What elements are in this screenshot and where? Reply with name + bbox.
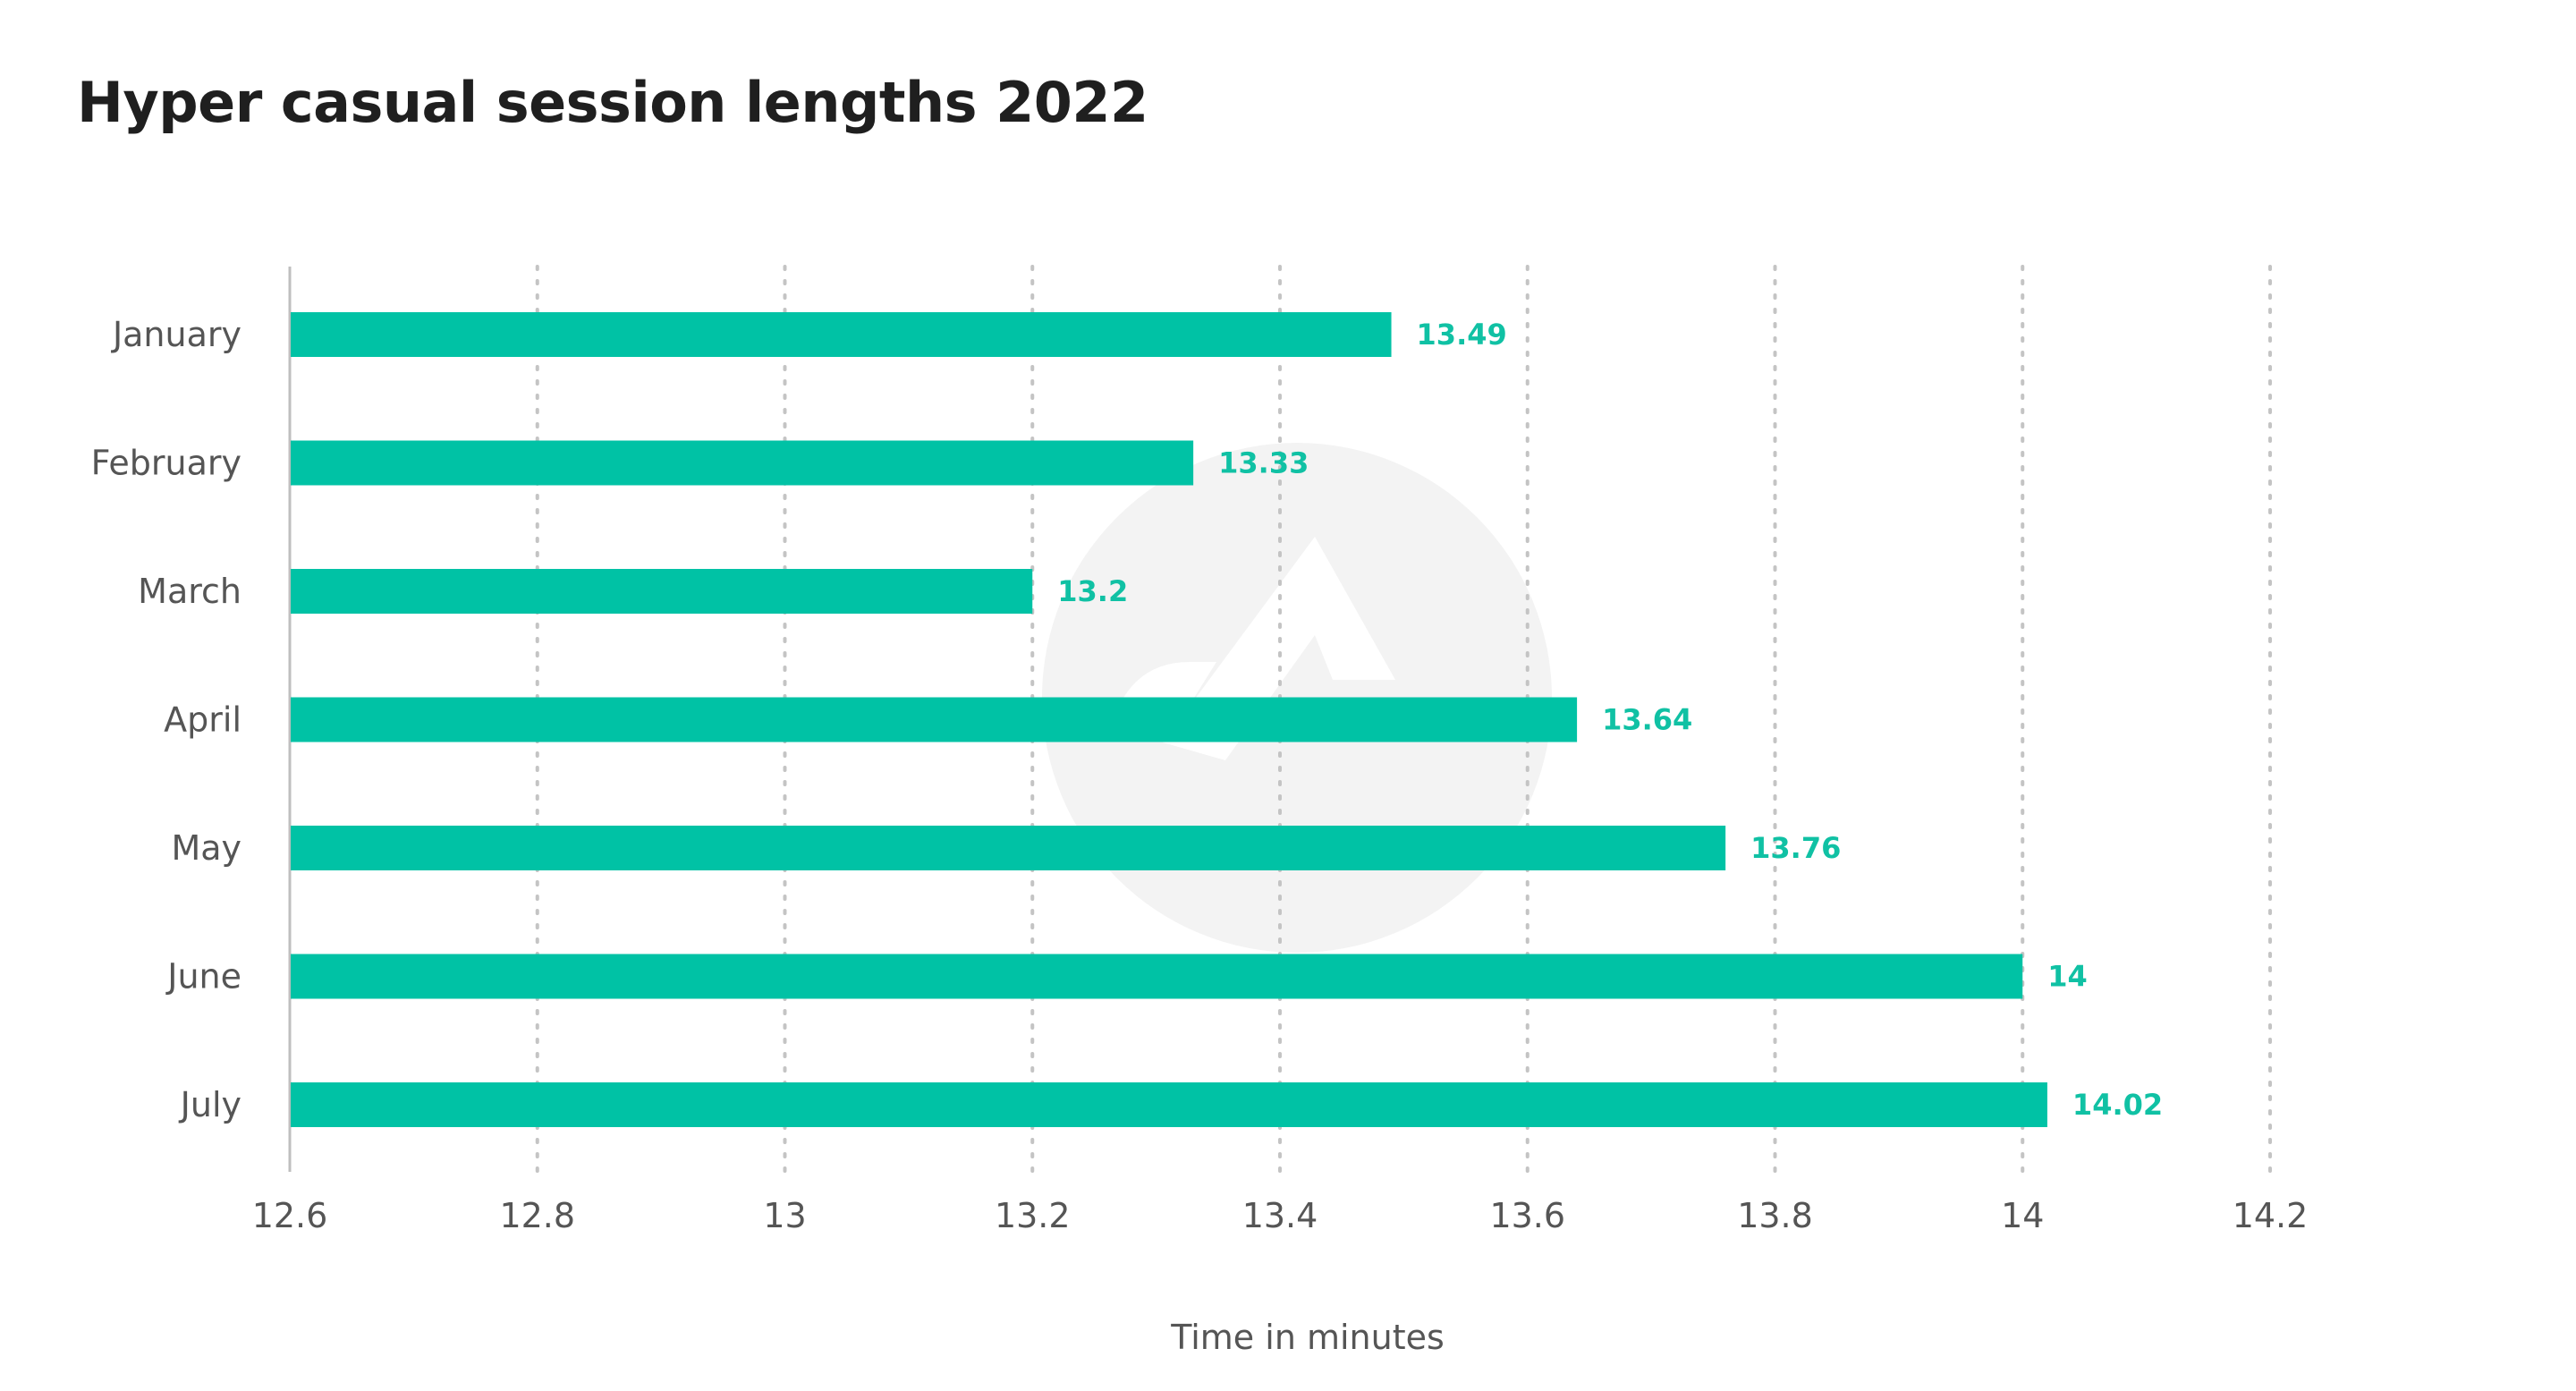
x-tick-label: 12.6	[252, 1196, 328, 1235]
bar-april	[291, 697, 1578, 742]
bar-may	[291, 826, 1726, 870]
category-label: June	[165, 957, 242, 997]
x-tick-label: 13.6	[1489, 1196, 1565, 1235]
bar-january	[291, 312, 1392, 357]
x-tick-label: 13.4	[1242, 1196, 1318, 1235]
category-label: July	[179, 1085, 242, 1124]
data-label: 14	[2047, 960, 2088, 994]
data-label: 13.49	[1417, 318, 1507, 352]
bar-march	[291, 569, 1033, 614]
data-label: 13.76	[1750, 831, 1841, 865]
category-label: February	[91, 444, 242, 483]
data-label: 13.2	[1057, 574, 1128, 608]
x-tick-label: 13.8	[1737, 1196, 1813, 1235]
x-tick-labels: 12.6 12.8 13 13.2 13.4 13.6 13.8 14 14.2	[252, 1196, 2309, 1235]
category-labels: January February March April May June July	[91, 315, 242, 1124]
category-label: March	[138, 572, 242, 611]
category-label: January	[111, 315, 242, 354]
bars	[291, 312, 2047, 1127]
bar-february	[291, 440, 1194, 486]
x-tick-label: 14.2	[2233, 1196, 2309, 1235]
category-label: April	[164, 700, 242, 740]
bar-june	[291, 954, 2023, 999]
data-label: 13.33	[1218, 446, 1309, 480]
data-label: 13.64	[1602, 703, 1692, 737]
category-label: May	[171, 828, 242, 868]
x-axis-title: Time in minutes	[1170, 1318, 1445, 1357]
x-tick-label: 14	[2001, 1196, 2044, 1235]
data-label: 14.02	[2072, 1088, 2163, 1122]
x-tick-label: 13.2	[995, 1196, 1071, 1235]
x-tick-label: 12.8	[499, 1196, 575, 1235]
value-labels: 13.49 13.33 13.2 13.64 13.76 14 14.02	[1057, 318, 2163, 1122]
chart-title: Hyper casual session lengths 2022	[77, 70, 1148, 135]
x-tick-label: 13	[763, 1196, 806, 1235]
bar-july	[291, 1082, 2047, 1127]
